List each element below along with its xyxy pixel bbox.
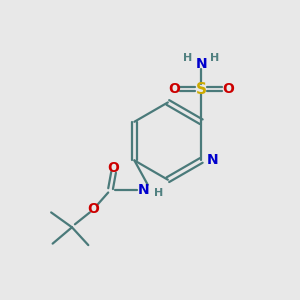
- Text: O: O: [108, 161, 119, 175]
- Text: N: N: [137, 183, 149, 197]
- Text: O: O: [87, 202, 99, 216]
- Text: N: N: [196, 57, 207, 71]
- Text: O: O: [169, 82, 181, 96]
- Text: S: S: [196, 82, 207, 97]
- Text: H: H: [154, 188, 163, 197]
- Text: O: O: [222, 82, 234, 96]
- Text: N: N: [207, 153, 218, 167]
- Text: H: H: [210, 53, 219, 63]
- Text: H: H: [183, 53, 193, 63]
